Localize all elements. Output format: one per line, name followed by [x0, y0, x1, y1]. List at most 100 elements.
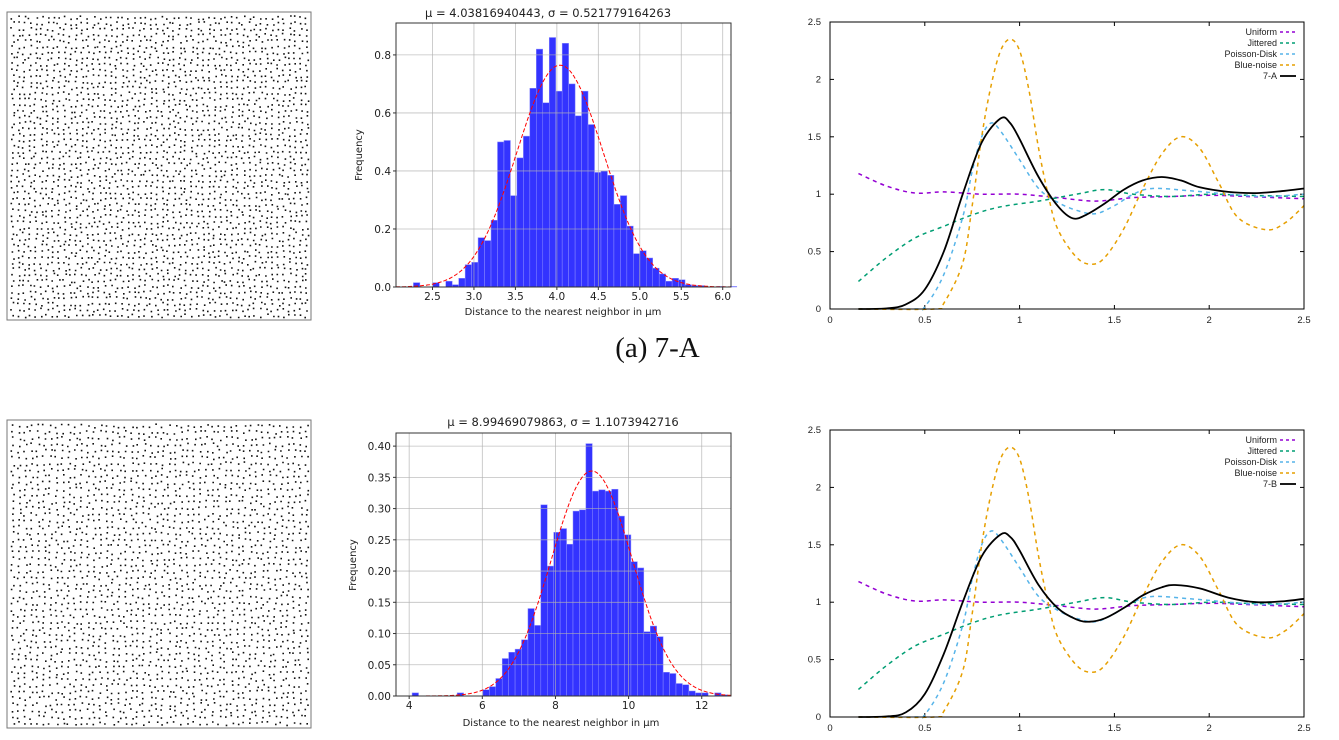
y-tick-label: 2.5 [808, 425, 821, 436]
y-tick-label: 0.5 [808, 655, 821, 666]
y-axis-label: Frequency [354, 129, 365, 181]
x-tick-label: 2.5 [1297, 723, 1310, 734]
x-tick-label: 4 [406, 700, 413, 712]
histogram-bar [547, 565, 554, 697]
series-line-blue-noise [858, 38, 1305, 311]
histogram-bar [585, 443, 593, 697]
y-tick-label: 0.05 [368, 660, 391, 672]
histogram-bar [579, 509, 587, 697]
histogram-bar [489, 686, 497, 697]
histogram-bar [604, 490, 612, 697]
axes-frame [395, 432, 732, 697]
legend-label: Poisson-Disk [1224, 49, 1277, 59]
histogram-bar [658, 273, 666, 288]
x-axis-label: Distance to the nearest neighbor in µm [463, 718, 660, 729]
y-tick-label: 0 [816, 712, 821, 723]
y-tick-label: 1.5 [808, 540, 821, 551]
histogram-bar [482, 689, 490, 697]
pair-correlation-chart-b: 0 0.5 1 1.5 2 2.5 0 0.5 1 1.5 2 2.5 UniformJitteredP… [808, 425, 1311, 734]
legend-label: Uniform [1245, 435, 1277, 445]
legend-label: Poisson-Disk [1224, 457, 1277, 467]
histogram-bar [529, 88, 537, 288]
figure-caption: (a) 7-A [0, 332, 1339, 365]
histogram-bar [633, 253, 641, 288]
histogram-bar [542, 102, 550, 288]
histogram-bar [649, 625, 657, 697]
x-tick-label: 3.0 [466, 291, 483, 303]
histogram-bar [675, 683, 683, 697]
legend-label: Jittered [1247, 38, 1277, 48]
x-tick-label: 5.0 [631, 291, 648, 303]
x-tick-label: 8 [552, 700, 559, 712]
histogram-bar [624, 534, 632, 697]
series-line-uniform [858, 172, 1305, 202]
legend-label: 7-B [1263, 479, 1277, 489]
series-line-poisson-disk [858, 122, 1305, 311]
series-line-jittered [857, 188, 1305, 283]
histogram-bar [613, 204, 621, 288]
histogram-b: 4 6 8 10 12 0.00 0.05 0.10 0.15 0.20 0.25 0.30 0.35 0… [348, 415, 732, 729]
histogram-bar [574, 115, 582, 288]
histogram-bar [553, 532, 561, 697]
x-tick-label: 6.0 [714, 291, 731, 303]
y-tick-label: 0.2 [374, 224, 391, 236]
histogram-bar [432, 282, 440, 288]
histogram-bar [639, 250, 647, 288]
histogram-a: 2.5 3.0 3.5 4.0 4.5 5.0 5.5 6.0 0.0 0.2 0.4 0.6 0.8 μ… [354, 6, 738, 318]
legend-label: Blue-noise [1234, 468, 1277, 478]
histogram-bar [594, 172, 602, 288]
legend-label: Blue-noise [1234, 60, 1277, 70]
histogram-bar [501, 658, 509, 697]
y-tick-label: 0.30 [368, 504, 391, 516]
x-tick-label: 6 [479, 700, 486, 712]
y-tick-label: 0.20 [368, 566, 391, 578]
y-tick-label: 2.5 [808, 17, 821, 28]
histogram-bar [477, 237, 485, 288]
series-line-jittered [857, 596, 1305, 691]
y-tick-label: 1 [816, 597, 821, 608]
histogram-bar [688, 690, 696, 697]
histogram-bar [566, 543, 574, 697]
y-tick-label: 0.15 [368, 597, 391, 609]
normal-fit-curve [396, 64, 731, 288]
histogram-bar [662, 672, 670, 697]
histogram-bar [620, 195, 628, 288]
x-tick-label: 1.5 [1108, 723, 1121, 734]
x-tick-label: 4.0 [549, 291, 566, 303]
y-tick-label: 0.10 [368, 629, 391, 641]
normal-fit-curve [396, 470, 732, 697]
x-tick-label: 0 [827, 315, 832, 326]
y-tick-label: 1 [816, 189, 821, 200]
histogram-bar [445, 280, 453, 288]
histogram-bar [523, 135, 531, 288]
legend-label: Jittered [1247, 446, 1277, 456]
x-tick-label: 1 [1017, 315, 1022, 326]
histogram-bar [458, 278, 466, 288]
x-tick-label: 2.5 [1297, 315, 1310, 326]
histogram-bar [652, 267, 660, 288]
x-axis-label: Distance to the nearest neighbor in µm [465, 307, 662, 318]
histogram-bar [508, 652, 516, 697]
y-tick-label: 0.0 [374, 282, 391, 294]
x-tick-label: 1.5 [1108, 315, 1121, 326]
histogram-bar [617, 515, 625, 697]
y-tick-label: 0.40 [368, 441, 391, 453]
x-tick-label: 4.5 [590, 291, 607, 303]
y-tick-label: 0 [816, 304, 821, 315]
y-tick-label: 0.5 [808, 247, 821, 258]
histogram-bar [534, 625, 542, 697]
histogram-bar [626, 225, 634, 288]
series-line-7-a [858, 116, 1305, 310]
axes-frame [829, 21, 1305, 310]
histogram-bar [581, 90, 589, 288]
histogram-bar [669, 673, 677, 697]
caption-text: (a) 7-A [615, 332, 700, 364]
x-tick-label: 0 [827, 723, 832, 734]
series-line-7-b [858, 532, 1305, 718]
y-axis-label: Frequency [348, 539, 359, 591]
legend-label: Uniform [1245, 27, 1277, 37]
pair-correlation-chart-a: 0 0.5 1 1.5 2 2.5 0 0.5 1 1.5 2 2.5 UniformJitteredP… [808, 17, 1311, 326]
y-tick-label: 2 [816, 74, 821, 85]
y-tick-label: 2 [816, 482, 821, 493]
histogram-bar [561, 43, 569, 288]
